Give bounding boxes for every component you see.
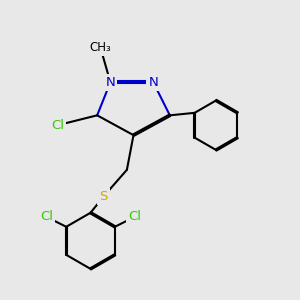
Text: CH₃: CH₃ — [90, 41, 111, 54]
Text: N: N — [148, 76, 158, 89]
Text: Cl: Cl — [128, 210, 141, 224]
Text: Cl: Cl — [40, 210, 53, 224]
Text: S: S — [100, 190, 108, 203]
Text: Cl: Cl — [51, 119, 64, 132]
Text: N: N — [106, 76, 115, 89]
